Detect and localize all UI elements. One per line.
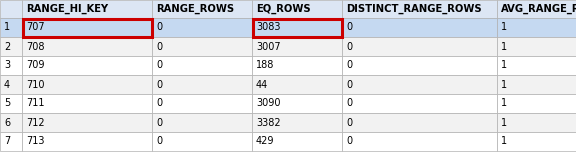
- Bar: [497, 0, 576, 18]
- Bar: [342, 18, 497, 37]
- Bar: [342, 37, 497, 56]
- Bar: [22, 113, 152, 132]
- Bar: [0, 0, 22, 18]
- Bar: [0, 94, 22, 113]
- Text: 3007: 3007: [256, 41, 281, 52]
- Bar: [0, 132, 22, 151]
- Bar: [252, 75, 342, 94]
- Bar: [22, 0, 152, 18]
- Text: 0: 0: [346, 118, 352, 127]
- Bar: [497, 132, 576, 151]
- Bar: [342, 94, 497, 113]
- Bar: [252, 113, 342, 132]
- Text: 0: 0: [346, 80, 352, 90]
- Text: 4: 4: [4, 80, 10, 90]
- Text: 0: 0: [156, 99, 162, 108]
- Text: 1: 1: [501, 80, 507, 90]
- Text: 0: 0: [156, 118, 162, 127]
- Bar: [252, 0, 342, 18]
- Text: 1: 1: [501, 136, 507, 147]
- Text: 709: 709: [26, 60, 44, 71]
- Text: 1: 1: [501, 99, 507, 108]
- Text: 1: 1: [501, 60, 507, 71]
- Text: 3090: 3090: [256, 99, 281, 108]
- Text: 1: 1: [501, 22, 507, 32]
- Bar: [252, 19, 342, 37]
- Bar: [0, 37, 22, 56]
- Text: EQ_ROWS: EQ_ROWS: [256, 4, 310, 14]
- Text: 711: 711: [26, 99, 44, 108]
- Text: 0: 0: [156, 22, 162, 32]
- Bar: [22, 132, 152, 151]
- Bar: [497, 56, 576, 75]
- Bar: [22, 94, 152, 113]
- Text: 1: 1: [501, 118, 507, 127]
- Text: 2: 2: [4, 41, 10, 52]
- Bar: [0, 18, 22, 37]
- Bar: [152, 94, 252, 113]
- Text: AVG_RANGE_ROWS: AVG_RANGE_ROWS: [501, 4, 576, 14]
- Bar: [22, 19, 151, 37]
- Text: 3382: 3382: [256, 118, 281, 127]
- Text: 0: 0: [156, 41, 162, 52]
- Bar: [342, 113, 497, 132]
- Bar: [252, 132, 342, 151]
- Text: 0: 0: [346, 136, 352, 147]
- Bar: [0, 75, 22, 94]
- Bar: [152, 132, 252, 151]
- Bar: [152, 0, 252, 18]
- Text: 5: 5: [4, 99, 10, 108]
- Bar: [152, 75, 252, 94]
- Text: 707: 707: [26, 22, 44, 32]
- Bar: [22, 75, 152, 94]
- Text: 429: 429: [256, 136, 275, 147]
- Text: 0: 0: [346, 99, 352, 108]
- Text: 0: 0: [156, 60, 162, 71]
- Bar: [0, 56, 22, 75]
- Text: 0: 0: [346, 22, 352, 32]
- Text: 0: 0: [156, 136, 162, 147]
- Text: 3: 3: [4, 60, 10, 71]
- Text: 7: 7: [4, 136, 10, 147]
- Text: RANGE_HI_KEY: RANGE_HI_KEY: [26, 4, 108, 14]
- Bar: [497, 113, 576, 132]
- Bar: [497, 18, 576, 37]
- Text: RANGE_ROWS: RANGE_ROWS: [156, 4, 234, 14]
- Bar: [152, 113, 252, 132]
- Bar: [497, 94, 576, 113]
- Bar: [152, 18, 252, 37]
- Text: 710: 710: [26, 80, 44, 90]
- Text: 1: 1: [4, 22, 10, 32]
- Bar: [342, 56, 497, 75]
- Bar: [497, 37, 576, 56]
- Text: 0: 0: [156, 80, 162, 90]
- Text: 44: 44: [256, 80, 268, 90]
- Bar: [0, 113, 22, 132]
- Text: 1: 1: [501, 41, 507, 52]
- Bar: [252, 37, 342, 56]
- Text: 6: 6: [4, 118, 10, 127]
- Text: 708: 708: [26, 41, 44, 52]
- Bar: [22, 56, 152, 75]
- Text: DISTINCT_RANGE_ROWS: DISTINCT_RANGE_ROWS: [346, 4, 482, 14]
- Bar: [152, 37, 252, 56]
- Bar: [252, 56, 342, 75]
- Bar: [252, 18, 342, 37]
- Text: 712: 712: [26, 118, 44, 127]
- Text: 0: 0: [346, 60, 352, 71]
- Bar: [152, 56, 252, 75]
- Bar: [22, 37, 152, 56]
- Bar: [342, 0, 497, 18]
- Bar: [252, 94, 342, 113]
- Bar: [342, 132, 497, 151]
- Text: 713: 713: [26, 136, 44, 147]
- Text: 0: 0: [346, 41, 352, 52]
- Bar: [22, 18, 152, 37]
- Text: 3083: 3083: [256, 22, 281, 32]
- Text: 188: 188: [256, 60, 274, 71]
- Bar: [497, 75, 576, 94]
- Bar: [342, 75, 497, 94]
